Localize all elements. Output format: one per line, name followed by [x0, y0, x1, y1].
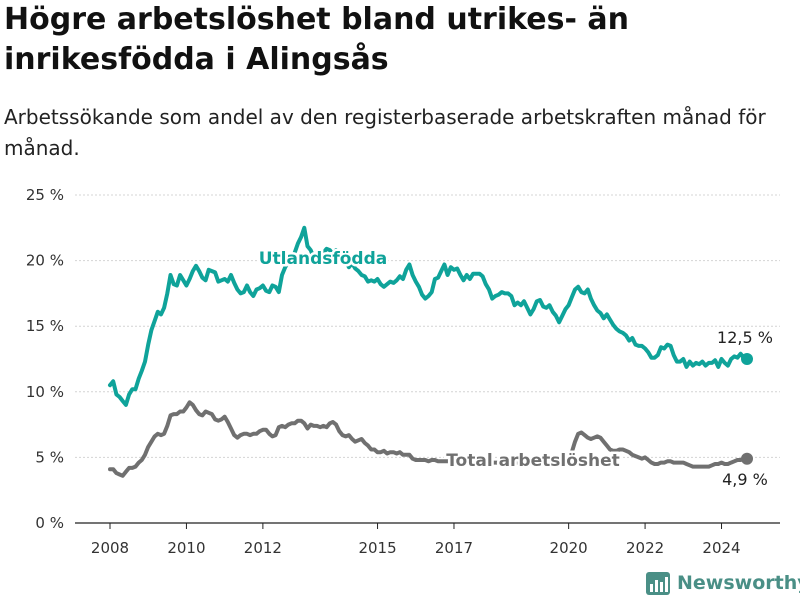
chart-subtitle: Arbetssökande som andel av den registerb…	[4, 105, 766, 160]
series-line-2	[108, 400, 749, 478]
x-tick-label: 2024	[702, 539, 740, 557]
x-tick-label: 2012	[244, 539, 282, 557]
x-tick-label: 2017	[435, 539, 473, 557]
x-tick-label: 2010	[167, 539, 205, 557]
y-tick-label: 25 %	[26, 186, 64, 204]
y-tick-label: 15 %	[26, 317, 64, 335]
axes: 0 % 5 % 10 % 15 % 20 % 25 % 2008 2010 2012 2015 20…	[26, 186, 780, 557]
series-lines	[108, 225, 753, 478]
series-line-1	[108, 225, 749, 407]
y-tick-label: 20 %	[26, 252, 64, 270]
x-tick-label: 2022	[626, 539, 664, 557]
series-name-total: Total arbetslöshet	[446, 451, 620, 471]
y-tick-label: 0 %	[35, 514, 64, 532]
series-name-utlandsfodda: Utlandsfödda	[259, 249, 388, 269]
y-tick-label: 10 %	[26, 383, 64, 401]
newsworthy-brand: Newsworthy	[645, 568, 800, 598]
y-tick-label: 5 %	[35, 448, 64, 466]
end-point-2	[741, 452, 753, 465]
brand-name: Newsworthy	[677, 572, 800, 594]
gridlines	[75, 194, 780, 458]
x-tick-label: 2008	[91, 539, 129, 557]
end-label-total: 4,9 %	[722, 470, 768, 489]
chart-title: Högre arbetslöshet bland utrikes- än inr…	[4, 2, 629, 77]
end-label-utlandsfodda: 12,5 %	[717, 328, 773, 347]
x-tick-label: 2020	[550, 539, 588, 557]
newsworthy-logo-icon	[646, 572, 670, 595]
end-point-1	[741, 353, 753, 365]
series-labels: Utlandsfödda Total arbetslöshet 12,5 % 4,9 …	[256, 247, 773, 490]
x-tick-label: 2015	[358, 539, 396, 557]
